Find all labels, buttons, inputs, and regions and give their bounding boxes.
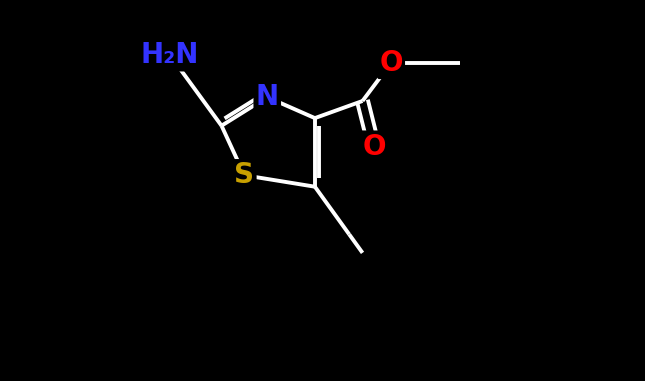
Text: O: O bbox=[379, 49, 403, 77]
Text: O: O bbox=[362, 133, 386, 161]
Text: N: N bbox=[255, 83, 279, 111]
Text: H₂N: H₂N bbox=[141, 41, 199, 69]
Text: S: S bbox=[234, 161, 254, 189]
